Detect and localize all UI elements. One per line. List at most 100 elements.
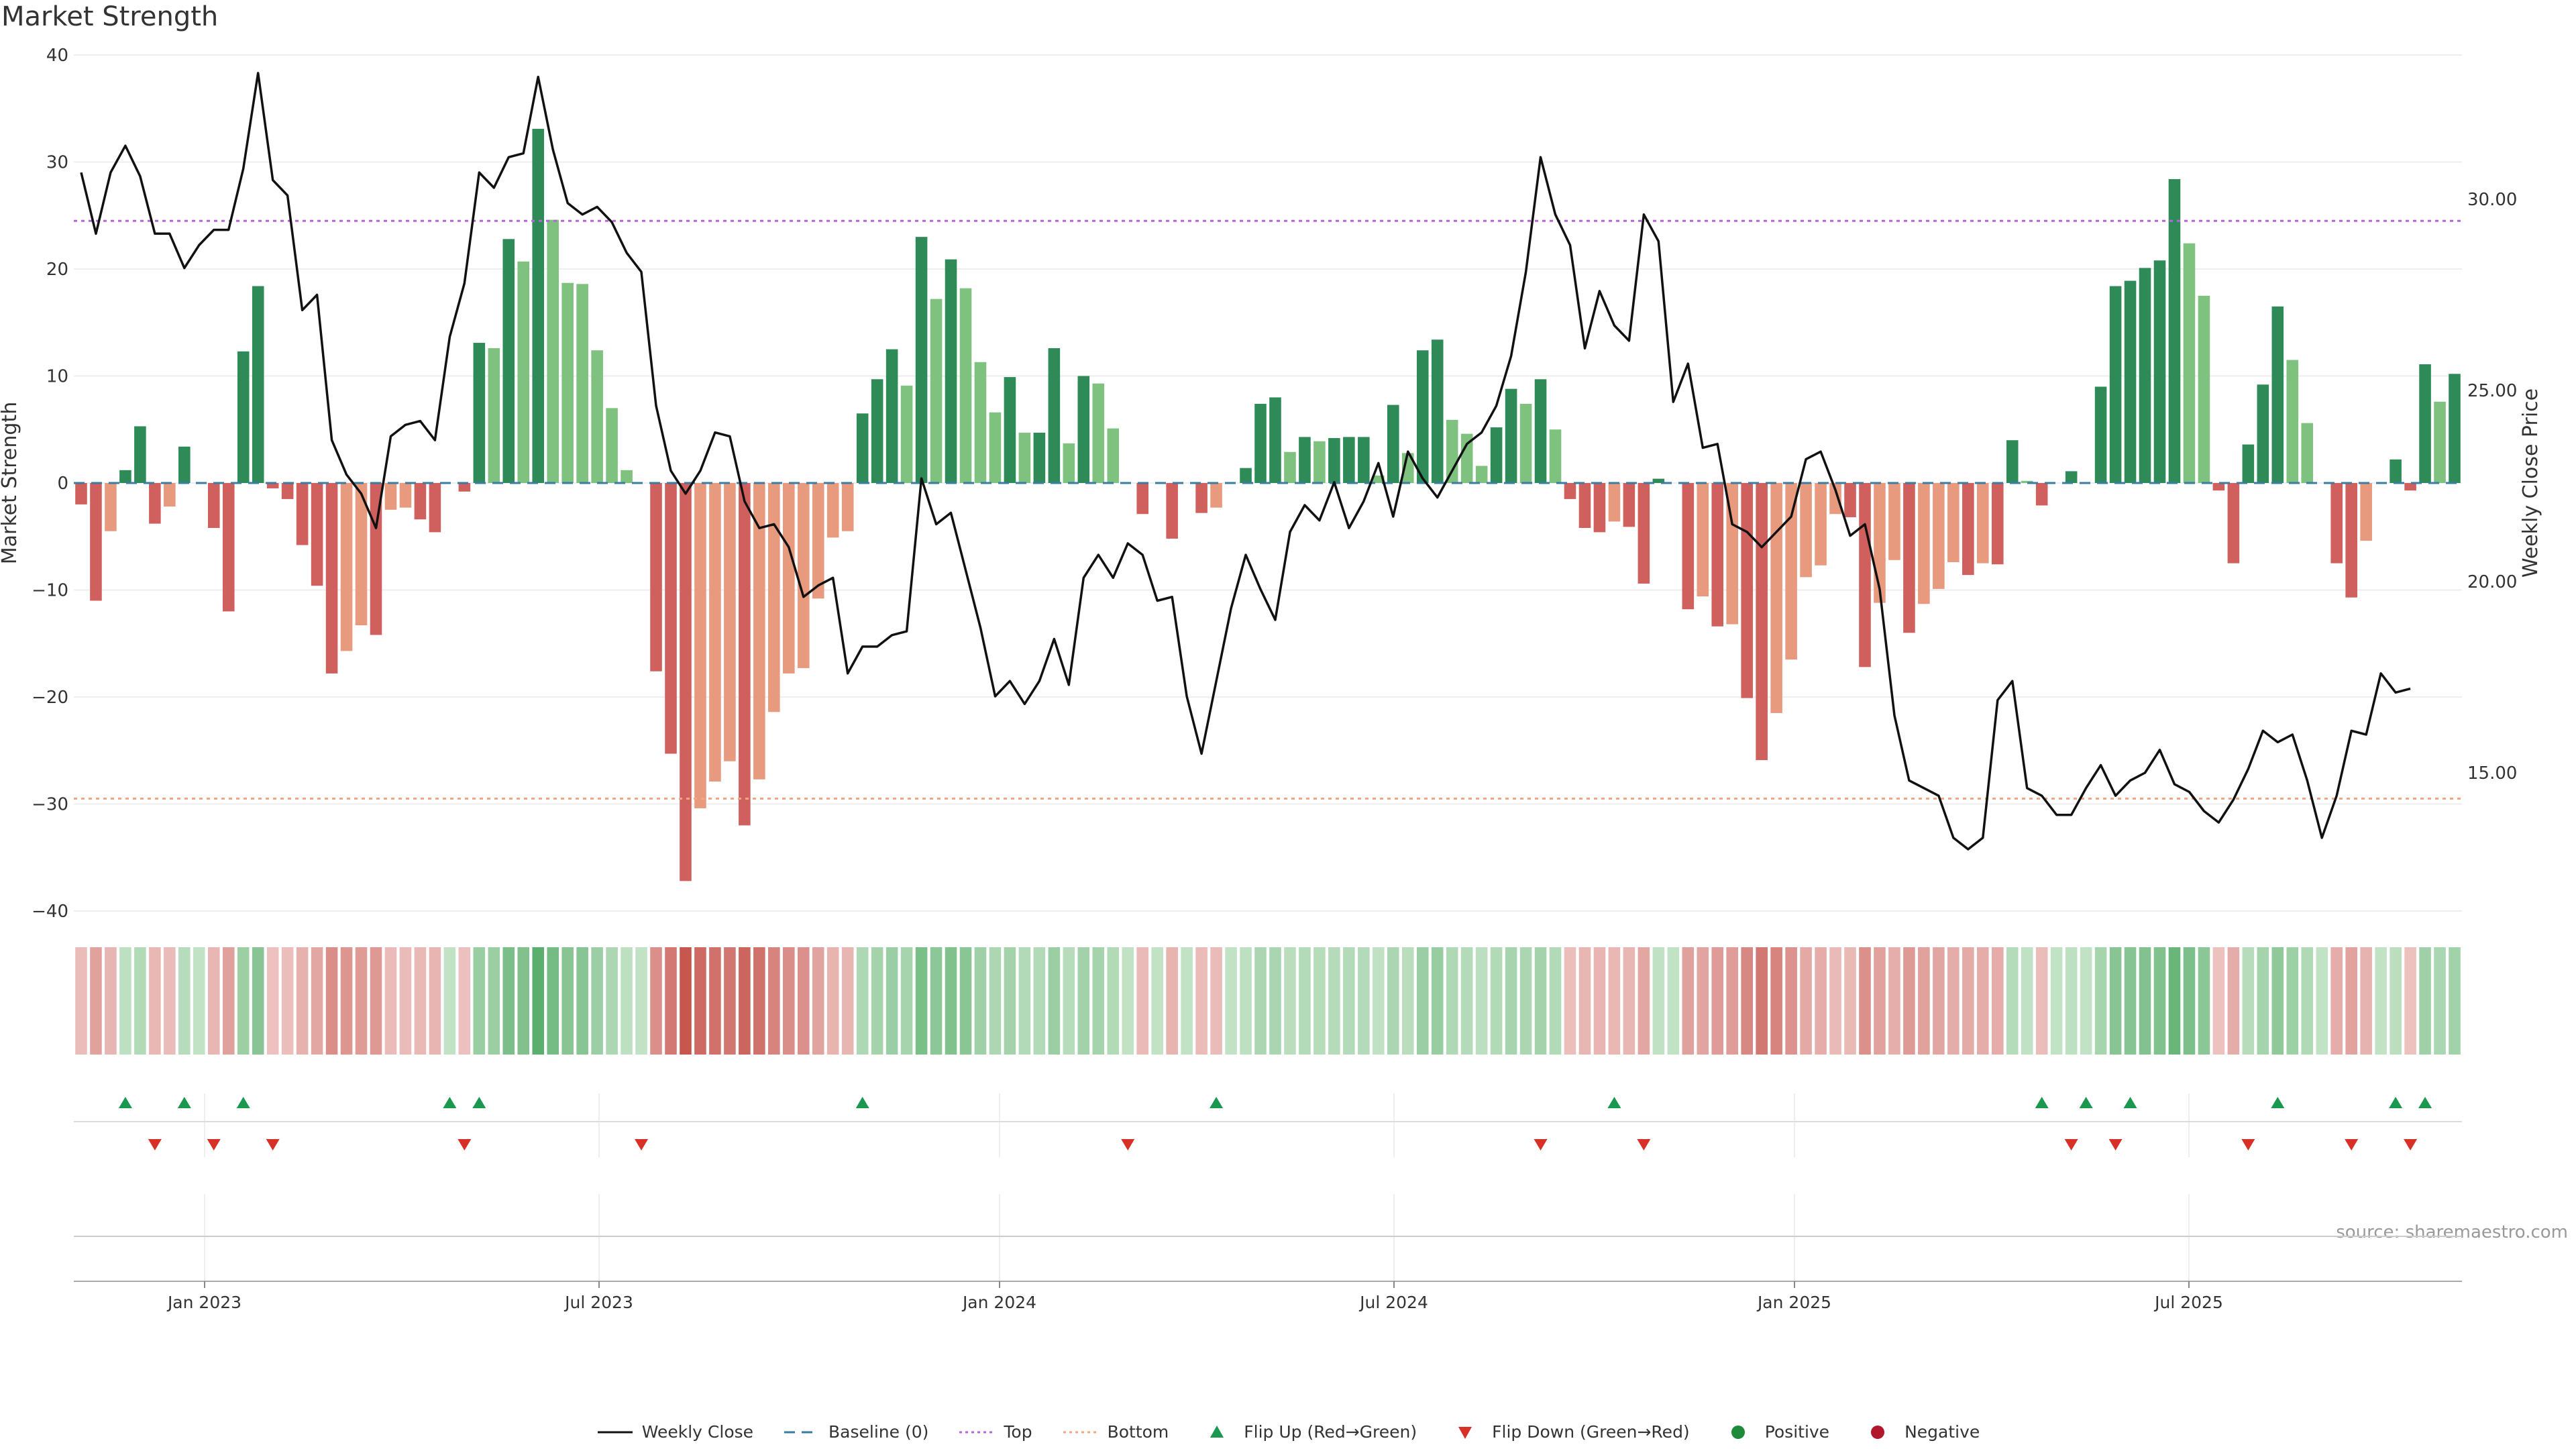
strength-bar [2301,423,2314,483]
strength-bar [311,483,323,586]
y-axis-label-left: Market Strength [0,402,21,564]
strength-bar [739,483,751,826]
strength-bar [2449,374,2461,483]
heat-cell [488,947,500,1055]
strength-bar [650,483,662,672]
heat-cell [517,947,530,1055]
heat-cell [1947,947,1960,1055]
heat-cell [1063,947,1075,1055]
strength-bar [1829,483,1841,515]
heat-cell [1033,947,1046,1055]
axes: 40 30 20 10 0 −10 −20 −30 −40 30.00 25.00 20.00 15.0… [32,46,2517,1312]
strength-bar [325,483,338,674]
heat-cell [1328,947,1340,1055]
heat-cell [1726,947,1739,1055]
strength-bar [252,286,264,483]
heat-cell [1166,947,1178,1055]
strength-bar [930,299,943,483]
strength-bar [1431,339,1444,483]
heat-cell [355,947,368,1055]
heat-cell [1299,947,1311,1055]
heat-cell [134,947,146,1055]
heat-cell [2271,947,2284,1055]
strength-bar [1800,483,1812,578]
strength-bar [1549,429,1562,483]
legend-item-baseline: Baseline (0) [783,1422,928,1442]
legend-item-flip-up: Flip Up (Red→Green) [1198,1422,1417,1442]
legend-label-bottom: Bottom [1107,1422,1169,1442]
flip-up-marker [118,1097,132,1108]
strength-bar [812,483,824,599]
heat-cell [739,947,751,1055]
strength-bar [591,350,603,483]
x-tick-label: Jul 2023 [564,1293,633,1312]
legend-item-flip-down: Flip Down (Green→Red) [1446,1422,1690,1442]
heat-cell [1107,947,1120,1055]
y-tick-left: −20 [32,688,68,708]
heat-cell [443,947,456,1055]
heat-cell [2109,947,2122,1055]
flip-up-marker [236,1097,250,1108]
heat-cell [1373,947,1385,1055]
heat-cell [2404,947,2416,1055]
heat-cell [164,947,176,1055]
strength-bar [1534,379,1547,483]
source-note: source: sharemaestro.com [2336,1222,2568,1242]
strength-bar [2065,471,2078,483]
strength-bar [1077,376,1090,483]
heat-cell [311,947,323,1055]
flip-up-marker [1607,1097,1621,1108]
legend-label-negative: Negative [1904,1422,1980,1442]
heat-cell [2242,947,2255,1055]
strength-bar [2242,444,2255,483]
strength-bar [1358,437,1370,483]
legend-item-top: Top [958,1422,1032,1442]
strength-bar [974,362,987,483]
flip-down-marker [2404,1139,2418,1150]
strength-bar [2212,483,2225,491]
strength-bar [2257,384,2269,483]
market-strength-chart: 40 30 20 10 0 −10 −20 −30 −40 30.00 25.00 20.00 15.0… [0,46,2542,1312]
baseline-swatch [784,1431,820,1433]
strength-bar [1446,419,1458,483]
strength-bar [399,483,412,508]
heat-cell [2065,947,2078,1055]
heat-cell [2330,947,2343,1055]
heat-cell [90,947,102,1055]
heat-cell [797,947,810,1055]
heat-cell [1254,947,1267,1055]
strength-bar [2227,483,2240,564]
strength-bar [1136,483,1148,515]
flip-markers [74,1097,2462,1150]
heat-cell [1313,947,1326,1055]
strength-bar [1947,483,1960,563]
heat-cell [1800,947,1812,1055]
heat-cell [1446,947,1458,1055]
heat-cell [237,947,250,1055]
strength-bar [797,483,810,668]
strength-bar [90,483,102,601]
y-tick-left: 10 [46,367,68,387]
heat-cell [384,947,397,1055]
strength-bar [1682,483,1695,610]
strength-bar [665,483,677,754]
strength-bar [547,219,559,483]
heat-cell [1918,947,1930,1055]
strength-bar [2419,364,2431,483]
heat-cell [1593,947,1606,1055]
strength-bar [1815,483,1827,566]
strength-bar [1416,350,1429,483]
heat-cell [2345,947,2357,1055]
heat-cell [826,947,839,1055]
strength-bar [1638,483,1650,584]
strength-bar [517,261,530,483]
strength-bar [871,379,883,483]
strength-bar [281,483,294,499]
heat-cell [783,947,795,1055]
legend-label-top: Top [1004,1422,1032,1442]
strength-bar [1048,348,1061,483]
strength-bar [2360,483,2372,541]
heat-cell [266,947,279,1055]
heat-cell [2301,947,2314,1055]
legend-label-baseline: Baseline (0) [828,1422,929,1442]
